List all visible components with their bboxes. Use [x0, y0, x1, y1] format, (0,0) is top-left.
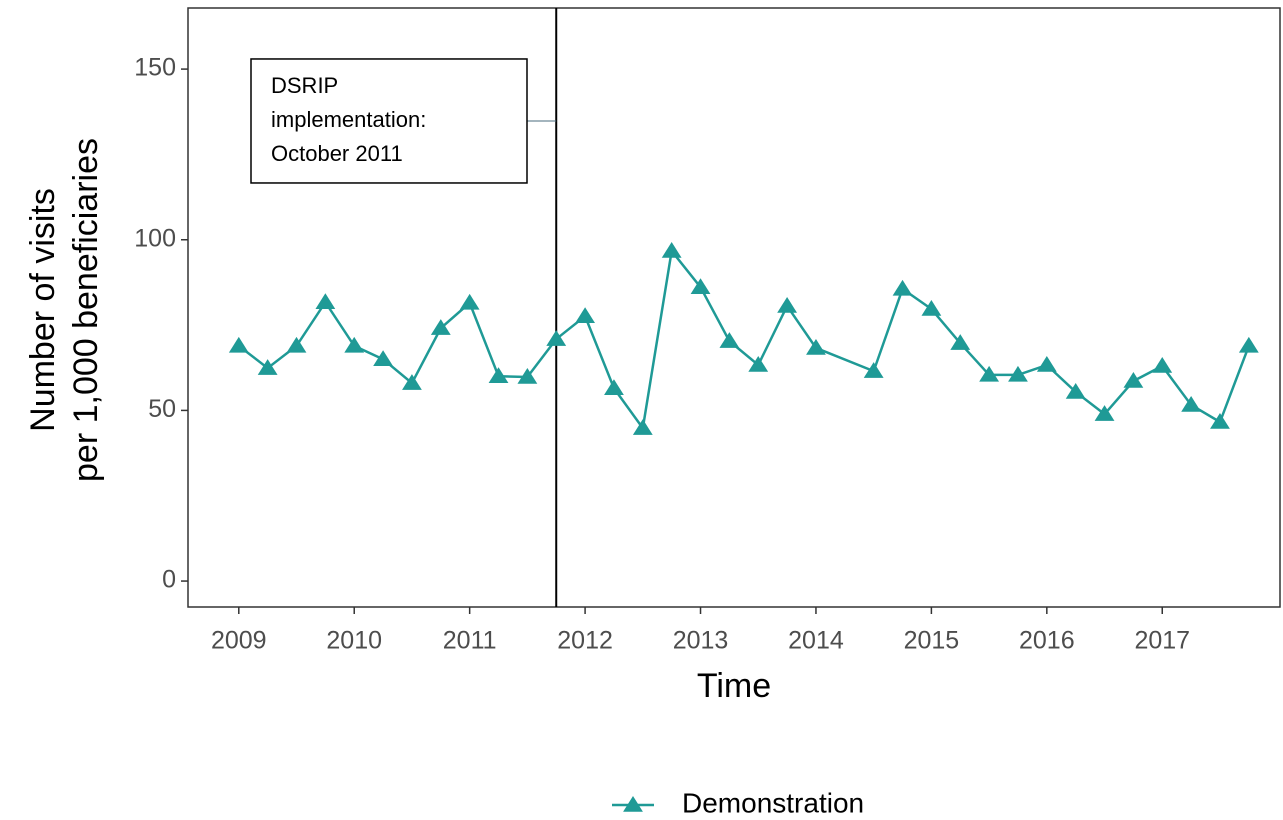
- point: [1152, 357, 1173, 373]
- point: [344, 336, 365, 353]
- point: [1238, 336, 1259, 353]
- x-tick-label: 2012: [557, 627, 613, 655]
- x-tick-label: 2016: [1019, 627, 1075, 655]
- point: [1123, 372, 1144, 388]
- annotation-box: [250, 58, 528, 184]
- point: [921, 300, 942, 316]
- x-tick-label: 2011: [443, 627, 497, 655]
- x-tick-label: 2010: [326, 627, 382, 655]
- y-axis-title: per 1,000 beneficiaries: [67, 138, 105, 482]
- legend-symbol: [623, 796, 643, 812]
- x-tick-label: 2013: [673, 627, 729, 655]
- point: [315, 293, 336, 309]
- point: [546, 330, 567, 346]
- point: [892, 279, 913, 296]
- y-tick-label: 100: [134, 224, 176, 252]
- x-tick-label: 2014: [788, 627, 844, 655]
- y-tick-label: 50: [148, 395, 176, 423]
- annotation-text: October 2011: [271, 141, 403, 166]
- point: [517, 367, 538, 384]
- y-tick-label: 150: [134, 54, 176, 82]
- point: [604, 379, 624, 395]
- annotation-text: DSRIP: [271, 73, 338, 98]
- point: [863, 362, 884, 378]
- point: [806, 338, 826, 355]
- y-axis-title: Number of visits: [24, 188, 62, 432]
- point: [488, 367, 509, 384]
- annotation-text: implementation:: [271, 107, 426, 132]
- x-tick-label: 2015: [904, 627, 960, 655]
- point: [402, 374, 422, 390]
- x-axis-title: Time: [697, 667, 771, 705]
- point: [373, 350, 393, 366]
- point: [777, 296, 797, 313]
- point: [690, 278, 711, 294]
- point: [719, 332, 740, 348]
- point: [632, 419, 653, 435]
- y-tick-label: 0: [162, 566, 176, 594]
- x-tick-label: 2009: [211, 627, 267, 655]
- point: [1094, 405, 1115, 421]
- point: [430, 319, 451, 335]
- point: [1210, 413, 1230, 429]
- plot-frame: [187, 7, 1281, 608]
- point: [1008, 365, 1028, 382]
- point: [661, 242, 682, 258]
- point: [1036, 356, 1057, 372]
- point: [459, 293, 480, 310]
- point: [748, 356, 769, 372]
- series-line: [238, 248, 1250, 432]
- point: [1065, 382, 1086, 399]
- x-tick-label: 2017: [1134, 627, 1190, 655]
- point: [228, 336, 249, 353]
- point: [286, 336, 307, 353]
- legend-label: Demonstration: [682, 787, 864, 818]
- point: [575, 307, 595, 323]
- point: [1181, 395, 1202, 412]
- point: [257, 359, 278, 375]
- point: [950, 334, 971, 350]
- point: [979, 365, 1000, 382]
